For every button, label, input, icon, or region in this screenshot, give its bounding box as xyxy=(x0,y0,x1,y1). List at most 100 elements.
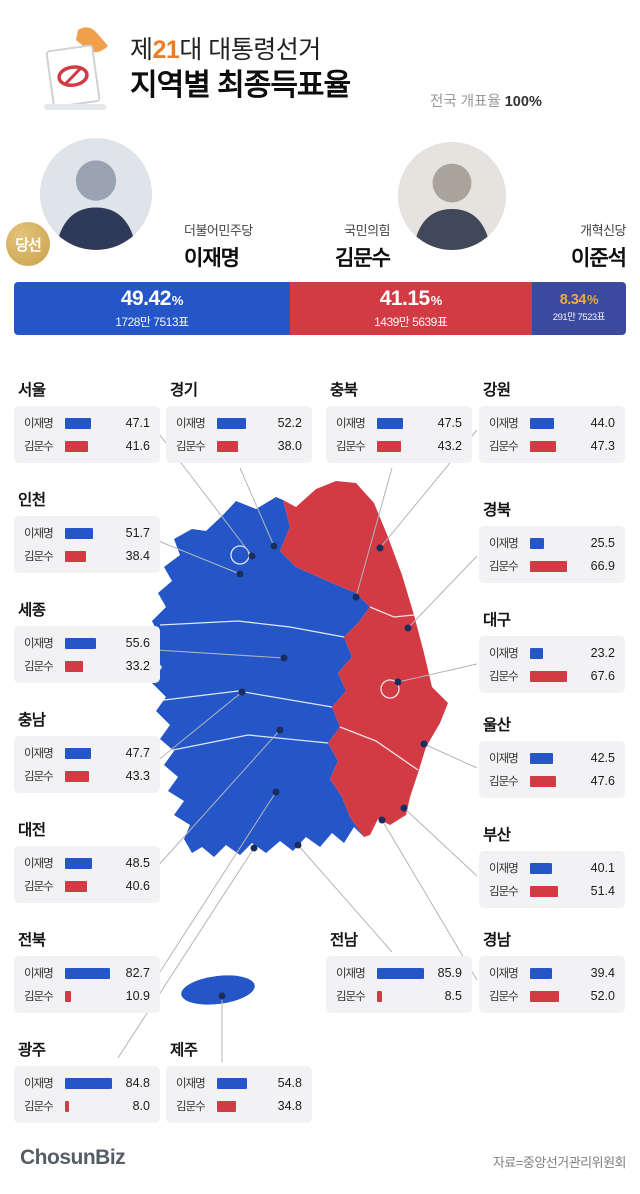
candidate-label-lee: 이재명 xyxy=(489,863,519,875)
kim-vote-bar xyxy=(377,990,382,1002)
region-card-seoul: 서울 이재명 47.1 김문수 41.6 xyxy=(14,378,160,463)
lee-vote-count: 1728만 7513표 xyxy=(115,315,189,330)
candidate-label-lee: 이재명 xyxy=(336,418,366,430)
kim-vote-value: 40.6 xyxy=(125,879,150,893)
lee-vote-value: 82.7 xyxy=(125,966,150,980)
candidate-label-lee: 이재명 xyxy=(24,968,54,980)
kim-result-row: 김문수 52.0 xyxy=(489,989,615,1003)
kim-vote-bar xyxy=(530,775,557,787)
lee-vote-value: 84.8 xyxy=(125,1076,150,1090)
lee-vote-bar xyxy=(65,527,94,539)
candidate-label-kim: 김문수 xyxy=(489,561,519,573)
ballot-box-icon xyxy=(44,27,108,110)
region-card-jeonnam: 전남 이재명 85.9 김문수 8.5 xyxy=(326,928,472,1013)
kim-result-row: 김문수 10.9 xyxy=(24,989,150,1003)
lee-vote-bar xyxy=(530,417,555,429)
lee-vote-bar xyxy=(377,417,404,429)
lee-vote-value: 48.5 xyxy=(125,856,150,870)
lee-result-row: 이재명 54.8 xyxy=(176,1076,302,1090)
lee-vote-bar xyxy=(217,1077,248,1089)
region-results-box: 이재명 51.7 김문수 38.4 xyxy=(14,516,160,573)
kim-result-row: 김문수 43.2 xyxy=(336,439,462,453)
lee-result-row: 이재명 48.5 xyxy=(24,856,150,870)
candidate-name: 이재명 xyxy=(184,247,240,270)
lee-vote-value: 23.2 xyxy=(590,646,615,660)
jun-vote-count: 291만 7523표 xyxy=(552,312,606,324)
region-results-box: 이재명 23.2 김문수 67.6 xyxy=(479,636,625,693)
region-card-gangwon: 강원 이재명 44.0 김문수 47.3 xyxy=(479,378,625,463)
kim-vote-bar xyxy=(65,880,88,892)
kim-vote-bar xyxy=(217,1100,237,1112)
region-name: 전북 xyxy=(18,932,46,949)
region-card-jeonbuk: 전북 이재명 82.7 김문수 10.9 xyxy=(14,928,160,1013)
candidate-name: 이준석 xyxy=(571,247,627,270)
region-card-ulsan: 울산 이재명 42.5 김문수 47.6 xyxy=(479,713,625,798)
region-results-box: 이재명 82.7 김문수 10.9 xyxy=(14,956,160,1013)
region-name: 울산 xyxy=(483,717,511,734)
region-name: 대전 xyxy=(18,822,46,839)
candidate-label-lee: 이재명 xyxy=(489,648,519,660)
kim-percentage: 41.15% xyxy=(379,286,443,310)
lee-vote-value: 39.4 xyxy=(590,966,615,980)
region-name: 제주 xyxy=(170,1042,198,1059)
candidate-label-lee: 이재명 xyxy=(176,1078,206,1090)
person-silhouette-icon xyxy=(398,142,506,250)
region-name: 인천 xyxy=(18,492,46,509)
lee-result-row: 이재명 47.7 xyxy=(24,746,150,760)
lee-vote-bar xyxy=(65,857,92,869)
lee-result-row: 이재명 84.8 xyxy=(24,1076,150,1090)
candidate-label-kim: 김문수 xyxy=(489,441,519,453)
candidate-label-kim: 김문수 xyxy=(24,551,54,563)
kim-vote-bar xyxy=(65,770,89,782)
region-results-box: 이재명 84.8 김문수 8.0 xyxy=(14,1066,160,1123)
region-results-box: 이재명 54.8 김문수 34.8 xyxy=(166,1066,312,1123)
region-name: 세종 xyxy=(18,602,46,619)
lee-vote-value: 85.9 xyxy=(437,966,462,980)
lee-result-row: 이재명 52.2 xyxy=(176,416,302,430)
kim-result-row: 김문수 38.4 xyxy=(24,549,150,563)
candidate-label-kim: 김문수 xyxy=(24,1101,54,1113)
candidate-info-kim: 국민의힘 김문수 xyxy=(296,220,391,272)
lee-vote-value: 51.7 xyxy=(125,526,150,540)
candidate-label-lee: 이재명 xyxy=(489,753,519,765)
region-card-daegu: 대구 이재명 23.2 김문수 67.6 xyxy=(479,608,625,693)
lee-vote-value: 40.1 xyxy=(590,861,615,875)
national-bar-kim: 41.15% 1439만 5639표 xyxy=(289,282,532,335)
candidate-party: 더불어민주당 xyxy=(184,223,253,238)
kim-vote-value: 41.6 xyxy=(125,439,150,453)
lee-vote-bar xyxy=(530,647,543,659)
kim-result-row: 김문수 41.6 xyxy=(24,439,150,453)
kim-vote-bar xyxy=(65,660,84,672)
lee-result-row: 이재명 47.5 xyxy=(336,416,462,430)
candidate-photo-kim xyxy=(398,142,506,250)
kim-vote-bar xyxy=(530,560,567,572)
lee-vote-bar xyxy=(530,967,552,979)
winner-badge: 당선 xyxy=(6,222,50,266)
candidate-label-lee: 이재명 xyxy=(24,638,54,650)
region-results-box: 이재명 39.4 김문수 52.0 xyxy=(479,956,625,1013)
candidate-label-lee: 이재명 xyxy=(24,418,54,430)
region-card-busan: 부산 이재명 40.1 김문수 51.4 xyxy=(479,823,625,908)
region-name: 전남 xyxy=(330,932,358,949)
lee-result-row: 이재명 55.6 xyxy=(24,636,150,650)
kim-result-row: 김문수 67.6 xyxy=(489,669,615,683)
page-subtitle: 지역별 최종득표율 xyxy=(130,69,351,102)
kim-vote-count: 1439만 5639표 xyxy=(374,315,448,330)
candidate-label-lee: 이재명 xyxy=(24,528,54,540)
kim-result-row: 김문수 8.5 xyxy=(336,989,462,1003)
region-card-jeju: 제주 이재명 54.8 김문수 34.8 xyxy=(166,1038,312,1123)
kim-vote-bar xyxy=(530,440,556,452)
kim-result-row: 김문수 40.6 xyxy=(24,879,150,893)
kim-vote-value: 47.6 xyxy=(590,774,615,788)
lee-vote-value: 44.0 xyxy=(590,416,615,430)
candidate-label-kim: 김문수 xyxy=(489,991,519,1003)
lee-vote-value: 55.6 xyxy=(125,636,150,650)
kim-result-row: 김문수 47.6 xyxy=(489,774,615,788)
candidate-label-kim: 김문수 xyxy=(24,441,54,453)
lee-result-row: 이재명 44.0 xyxy=(489,416,615,430)
lee-percentage: 49.42% xyxy=(120,286,184,310)
region-results-box: 이재명 25.5 김문수 66.9 xyxy=(479,526,625,583)
lee-vote-value: 52.2 xyxy=(277,416,302,430)
kim-vote-value: 33.2 xyxy=(125,659,150,673)
candidate-label-lee: 이재명 xyxy=(336,968,366,980)
